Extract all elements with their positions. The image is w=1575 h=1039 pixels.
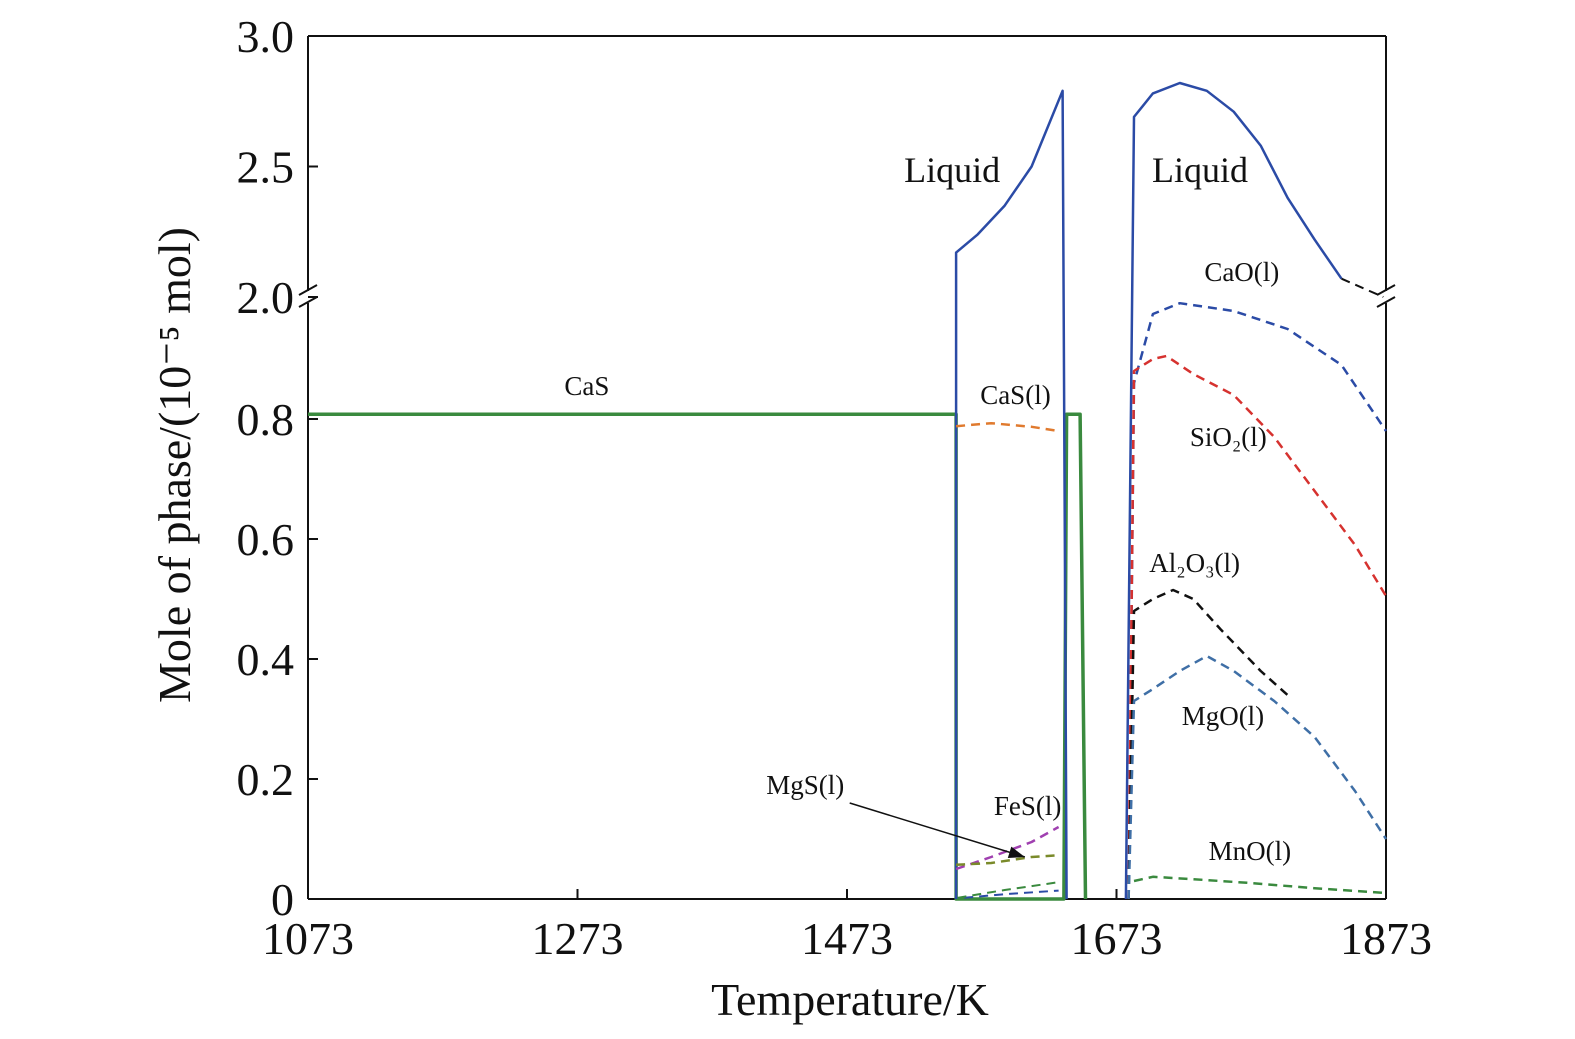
series-line-mgs-l- (956, 853, 1059, 867)
series-line-trace-blue (964, 889, 1059, 899)
axis-break-mark (298, 284, 318, 296)
plot-frame (298, 35, 1396, 900)
series-label-fes-l-: FeS(l) (994, 791, 1062, 821)
series-line-cas (308, 412, 1088, 901)
series-label-mgs-l-: MgS(l) (766, 770, 844, 800)
y-tick-label: 2.0 (237, 272, 295, 323)
series-line-cao-l- (1127, 301, 1388, 900)
y-axis-title: Mole of phase/(10⁻⁵ mol) (149, 227, 200, 703)
labels-layer: CaS CaS(l) Liquid Liquid CaO(l) SiO₂(l) Al₂O₃(… (564, 150, 1291, 866)
series-line-cas-l- (955, 421, 1059, 433)
pointer-arrow-head (1007, 846, 1025, 858)
series-line-mgo-l- (1127, 654, 1388, 900)
series-label-mgo-l-: MgO(l) (1182, 701, 1265, 731)
x-tick-label: 1073 (262, 913, 354, 964)
series-layer (308, 81, 1388, 901)
series-label-liquid: Liquid (904, 150, 1000, 190)
y-tick-label: 0.4 (237, 634, 295, 685)
series-label-sio-l-: SiO₂(l) (1190, 422, 1267, 452)
y-tick-label: 0.6 (237, 514, 295, 565)
y-tick-label: 0.2 (237, 754, 295, 805)
x-tick-label: 1873 (1340, 913, 1432, 964)
pointer-arrow-line (849, 802, 1026, 858)
series-label-mno-l-: MnO(l) (1209, 836, 1292, 866)
axis-break-mark (298, 296, 318, 308)
series-label-cao-l-: CaO(l) (1204, 257, 1279, 287)
x-tick-label: 1273 (532, 913, 624, 964)
y-tick-label: 0 (271, 874, 294, 925)
series-line-fes-l- (955, 825, 1060, 871)
series-label-al-o-l-: Al₂O₃(l) (1149, 548, 1240, 578)
y-tick-label: 2.5 (237, 142, 295, 193)
series-line-liquid-tail (1341, 277, 1384, 298)
series-line-trace-green (957, 881, 1059, 899)
series-line-liquid (954, 89, 1068, 900)
axis-layer: 1073 1273 1473 1673 1873 0 0.2 0.4 0.6 0.8 2.0 2.5 3… (237, 11, 1433, 964)
series-label-liquid: Liquid (1152, 150, 1248, 190)
series-label-cas-l-: CaS(l) (980, 380, 1051, 410)
axis-break-mark (1376, 284, 1396, 296)
series-label-cas: CaS (564, 371, 609, 401)
x-tick-label: 1473 (801, 913, 893, 964)
series-line-liquid (1124, 81, 1343, 900)
x-axis-title: Temperature/K (711, 974, 989, 1025)
series-line-mno-l- (1133, 875, 1387, 895)
y-tick-label: 3.0 (237, 11, 295, 62)
x-tick-label: 1673 (1071, 913, 1163, 964)
series-line-al-o-l- (1127, 588, 1289, 900)
y-tick-label: 0.8 (237, 394, 295, 445)
axis-break-mark (1376, 296, 1396, 308)
series-line-sio-l- (1127, 354, 1388, 900)
